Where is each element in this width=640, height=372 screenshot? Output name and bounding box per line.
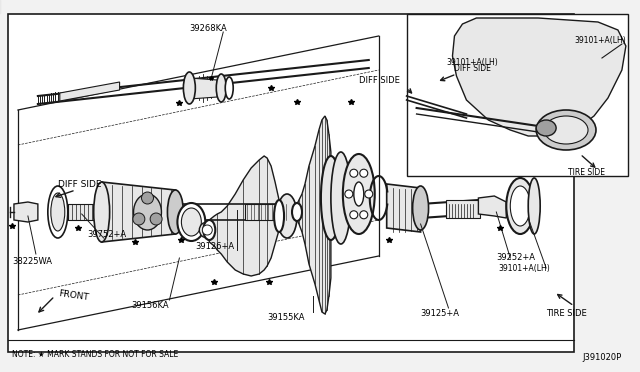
Text: DIFF SIDE: DIFF SIDE (58, 180, 101, 189)
Ellipse shape (181, 208, 202, 236)
Ellipse shape (134, 194, 161, 230)
Text: 39101+A(LH): 39101+A(LH) (574, 35, 626, 45)
Polygon shape (102, 182, 175, 242)
Ellipse shape (184, 72, 195, 104)
Ellipse shape (292, 203, 302, 221)
Text: 39126+A: 39126+A (195, 241, 234, 250)
Circle shape (365, 190, 372, 198)
Ellipse shape (48, 186, 68, 238)
Circle shape (360, 169, 368, 177)
Ellipse shape (331, 152, 351, 244)
Ellipse shape (321, 156, 341, 240)
Ellipse shape (510, 186, 530, 226)
Circle shape (141, 192, 154, 204)
Ellipse shape (506, 178, 534, 234)
Circle shape (350, 211, 358, 219)
Circle shape (150, 213, 162, 225)
Ellipse shape (199, 222, 215, 238)
Polygon shape (297, 116, 331, 314)
Circle shape (360, 211, 368, 219)
Polygon shape (452, 18, 626, 136)
Text: DIFF SIDE: DIFF SIDE (454, 64, 492, 73)
Ellipse shape (528, 178, 540, 234)
Text: 39125+A: 39125+A (420, 310, 460, 318)
Polygon shape (209, 156, 279, 276)
Ellipse shape (168, 190, 184, 234)
Text: 39268KA: 39268KA (189, 23, 227, 32)
Ellipse shape (274, 200, 284, 232)
Ellipse shape (204, 220, 215, 240)
Polygon shape (387, 184, 420, 232)
Ellipse shape (51, 193, 65, 231)
Text: 39101+A(LH): 39101+A(LH) (499, 263, 550, 273)
Text: J391020P: J391020P (582, 353, 622, 362)
Ellipse shape (343, 154, 375, 234)
Polygon shape (478, 196, 506, 218)
Text: 38225WA: 38225WA (12, 257, 52, 266)
Bar (68, 204, 100, 220)
Ellipse shape (202, 225, 212, 235)
Bar (245, 204, 289, 220)
Text: 39752+A: 39752+A (88, 230, 127, 238)
Ellipse shape (536, 110, 596, 150)
Text: NOTE: ★ MARK STANDS FOR NOT FOR SALE: NOTE: ★ MARK STANDS FOR NOT FOR SALE (12, 350, 178, 359)
Text: FRONT: FRONT (58, 289, 89, 302)
Ellipse shape (277, 194, 297, 238)
Ellipse shape (536, 120, 556, 136)
Bar (406, 14, 628, 176)
Bar (8, 14, 574, 352)
Ellipse shape (93, 182, 109, 242)
Polygon shape (14, 202, 38, 222)
Text: 39155KA: 39155KA (267, 314, 305, 323)
Text: 39156KA: 39156KA (132, 301, 169, 311)
Ellipse shape (216, 74, 226, 102)
Circle shape (345, 190, 353, 198)
Circle shape (350, 169, 358, 177)
Ellipse shape (177, 203, 205, 241)
Ellipse shape (544, 116, 588, 144)
Text: TIRE SIDE: TIRE SIDE (568, 167, 605, 176)
Polygon shape (189, 78, 217, 99)
Polygon shape (60, 82, 120, 101)
Text: DIFF SIDE: DIFF SIDE (359, 76, 399, 84)
Bar (447, 200, 481, 218)
Text: TIRE SIDE: TIRE SIDE (546, 310, 587, 318)
Ellipse shape (354, 182, 364, 206)
Text: 39252+A: 39252+A (497, 253, 535, 263)
Text: 39101+A(LH): 39101+A(LH) (447, 58, 499, 67)
Ellipse shape (225, 77, 233, 99)
Circle shape (133, 213, 145, 225)
Ellipse shape (413, 186, 429, 230)
